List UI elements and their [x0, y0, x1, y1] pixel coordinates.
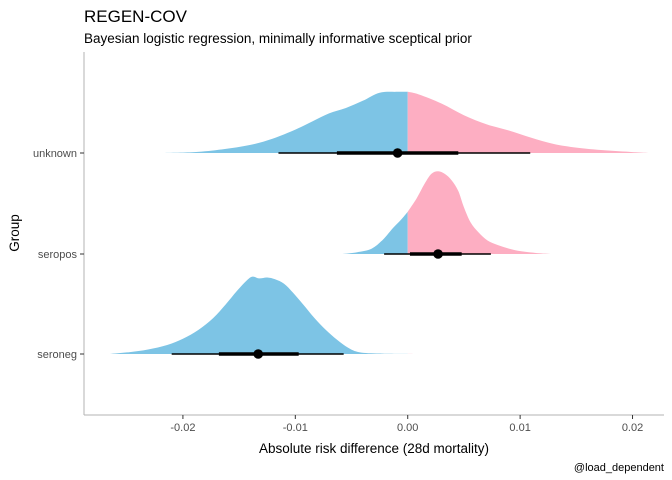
- x-tick-label: -0.02: [170, 422, 195, 434]
- density-unknown-positive: [407, 91, 650, 153]
- chart-subtitle: Bayesian logistic regression, minimally …: [84, 31, 472, 46]
- plot-panel: -0.02 -0.01 0.00 0.01 0.02 seroneg seropos unk…: [33, 52, 664, 434]
- y-tick-label-unknown: unknown: [33, 148, 77, 160]
- median-point-seroneg: [253, 349, 264, 359]
- y-axis-label: Group: [7, 214, 22, 252]
- x-axis-label: Absolute risk difference (28d mortality): [259, 441, 489, 456]
- y-tick-label-seroneg: seroneg: [37, 349, 77, 361]
- x-ticks: -0.02 -0.01 0.00 0.01 0.02: [170, 415, 643, 434]
- density-seropos-positive: [407, 171, 552, 254]
- chart-title: REGEN-COV: [84, 7, 188, 26]
- median-point-seropos: [433, 249, 443, 259]
- x-tick-label: 0.00: [397, 422, 418, 434]
- x-tick-label: 0.02: [622, 422, 643, 434]
- density-unknown-negative: [160, 91, 408, 153]
- x-tick-label: -0.01: [283, 422, 308, 434]
- y-tick-label-seropos: seropos: [38, 249, 78, 261]
- median-point-unknown: [392, 148, 403, 158]
- density-layer: [109, 91, 650, 354]
- density-seroneg-negative: [109, 276, 408, 354]
- interval-layer: [171, 148, 531, 359]
- x-tick-label: 0.01: [509, 422, 530, 434]
- chart-caption: @load_dependent: [574, 462, 664, 474]
- y-ticks: seroneg seropos unknown: [33, 148, 84, 361]
- density-seropos-negative: [342, 211, 408, 254]
